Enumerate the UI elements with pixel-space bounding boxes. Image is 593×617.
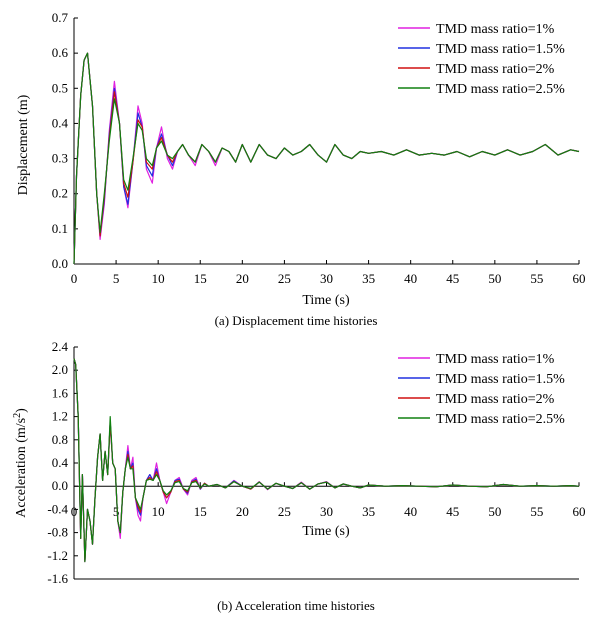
y-tick-label: 2.4: [52, 339, 69, 354]
y-tick-label: 0.2: [52, 186, 68, 201]
x-tick-label: 10: [152, 504, 165, 519]
x-tick-label: 45: [446, 271, 459, 286]
x-tick-label: 55: [530, 504, 543, 519]
chart-caption: (b) Acceleration time histories: [217, 598, 375, 613]
y-tick-label: -1.2: [47, 548, 68, 563]
y-tick-label: 1.2: [52, 409, 68, 424]
x-axis-label: Time (s): [302, 293, 350, 308]
y-tick-label: -0.8: [47, 525, 68, 540]
x-tick-label: 0: [71, 271, 78, 286]
y-tick-label: 0.7: [52, 10, 69, 25]
x-tick-label: 40: [404, 504, 417, 519]
x-tick-label: 20: [236, 271, 249, 286]
y-tick-label: 0.3: [52, 151, 68, 166]
series-line-4: [73, 52, 580, 265]
y-tick-label: 1.6: [52, 385, 69, 400]
x-tick-label: 60: [573, 504, 586, 519]
x-tick-label: 55: [530, 271, 543, 286]
y-tick-label: 0.4: [52, 455, 69, 470]
chart-caption: (a) Displacement time histories: [215, 313, 378, 328]
y-axis-label: Acceleration (m/s2): [12, 408, 29, 518]
legend-label: TMD mass ratio=2.5%: [436, 82, 565, 97]
x-tick-label: 40: [404, 271, 417, 286]
x-tick-label: 45: [446, 504, 459, 519]
x-tick-label: 50: [488, 504, 501, 519]
x-tick-label: 15: [194, 271, 207, 286]
legend-label: TMD mass ratio=2%: [436, 392, 555, 407]
x-tick-label: 20: [236, 504, 249, 519]
y-tick-label: -0.4: [47, 501, 68, 516]
series-line-4: [73, 358, 580, 563]
legend-label: TMD mass ratio=2%: [436, 62, 555, 77]
legend-label: TMD mass ratio=2.5%: [436, 412, 565, 427]
x-tick-label: 5: [113, 504, 120, 519]
acceleration-chart: Acceleration (m/s2) Time (s) (b) Acceler…: [12, 339, 586, 613]
x-tick-label: 0: [71, 504, 78, 519]
legend-label: TMD mass ratio=1.5%: [436, 42, 565, 57]
x-tick-label: 25: [278, 504, 291, 519]
y-tick-label: 0.0: [52, 256, 68, 271]
x-tick-label: 35: [362, 271, 375, 286]
x-tick-label: 15: [194, 504, 207, 519]
x-tick-label: 5: [113, 271, 120, 286]
y-tick-label: 0.1: [52, 221, 68, 236]
x-tick-label: 30: [320, 271, 333, 286]
y-tick-label: -1.6: [47, 571, 68, 586]
legend-label: TMD mass ratio=1%: [436, 22, 555, 37]
displacement-chart: Displacement (m) Time (s) (a) Displaceme…: [16, 10, 586, 328]
y-tick-label: 0.4: [52, 115, 69, 130]
y-tick-label: 0.6: [52, 45, 69, 60]
x-axis-label: Time (s): [302, 524, 350, 539]
x-tick-label: 60: [573, 271, 586, 286]
legend-label: TMD mass ratio=1%: [436, 352, 555, 367]
x-tick-label: 50: [488, 271, 501, 286]
x-tick-label: 10: [152, 271, 165, 286]
y-axis-label: Displacement (m): [16, 94, 31, 195]
legend-label: TMD mass ratio=1.5%: [436, 372, 565, 387]
y-tick-label: 2.0: [52, 362, 68, 377]
x-tick-label: 25: [278, 271, 291, 286]
y-tick-label: 0.0: [52, 478, 68, 493]
y-tick-label: 0.5: [52, 80, 68, 95]
x-tick-label: 30: [320, 504, 333, 519]
y-tick-label: 0.8: [52, 432, 68, 447]
x-tick-label: 35: [362, 504, 375, 519]
